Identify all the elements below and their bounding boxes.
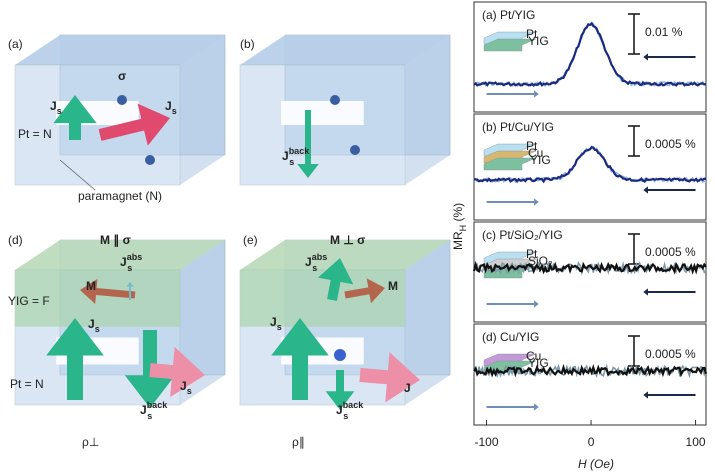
box-front-green [240, 270, 405, 327]
condition-label-base: M ⊥ σ [330, 233, 365, 247]
subplot-label: (a) Pt/YIG [482, 8, 535, 22]
js-label-base: J [165, 99, 172, 113]
caption: ρ∥ [292, 435, 305, 449]
layer-label-base: Pt = N [10, 377, 44, 391]
jback-label-base: J [282, 149, 289, 163]
js-label-base: J [180, 379, 187, 393]
jabs-label-base: J [120, 255, 127, 269]
sigma-label-base: σ [118, 69, 126, 83]
m-label: M [388, 279, 398, 293]
figure: (a)σJsJsPt = Nparamagnet (N)(b)Jbacks(d)… [0, 0, 715, 475]
scale-label: 0.01 % [645, 25, 683, 39]
jabs-label-sub: s [127, 263, 132, 273]
sweep-arrow [487, 198, 539, 205]
electron [117, 95, 127, 105]
jback-label-sub: s [289, 157, 294, 167]
sweep-arrow [487, 403, 539, 410]
sweep-arrow [643, 288, 695, 295]
sigma-label: σ [118, 69, 126, 83]
condition-label-base: M ∥ σ [100, 233, 131, 247]
sweep-arrow [487, 90, 539, 97]
electron [334, 349, 346, 361]
paramagnet-label-base: paramagnet (N) [78, 189, 162, 203]
sweep-arrow [643, 391, 695, 398]
electron [330, 95, 340, 105]
jback-label-base: J [140, 403, 147, 417]
m-label-base: M [86, 279, 96, 293]
layer-label: Pt = N [18, 127, 52, 141]
layer-label-base: Pt = N [18, 127, 52, 141]
js-label-sub: s [172, 106, 177, 116]
panel-label: (e) [243, 233, 258, 247]
js-label-base: J [50, 99, 57, 113]
jabs-label-sub: s [312, 263, 317, 273]
panel-label: (a) [8, 37, 23, 51]
layer-label-base: YIG = F [8, 294, 50, 308]
jabs-label-base: J [305, 255, 312, 269]
js-label-sub: s [57, 106, 62, 116]
subplot-label: (c) Pt/SiO₂/YIG [482, 228, 563, 242]
jabs-label-sup: abs [127, 252, 143, 262]
js-label-base: J [404, 381, 411, 395]
js-label-sub: s [95, 324, 100, 334]
jback-label: Jbacks [336, 400, 364, 421]
jback-label-sup: back [147, 400, 169, 410]
panel-label: (b) [240, 37, 255, 51]
inset-layer-label: YIG [530, 153, 551, 167]
condition-label: M ⊥ σ [330, 233, 365, 247]
panel-label: (d) [8, 233, 23, 247]
x-axis-label-base: H [578, 457, 587, 471]
layer-label: Pt = N [10, 377, 44, 391]
m-label-base: M [388, 279, 398, 293]
jback-label-base: J [336, 403, 343, 417]
scale-label: 0.0005 % [645, 245, 696, 259]
y-axis-label-rest: (%) [451, 203, 465, 225]
js-label-sub: s [187, 386, 192, 396]
x-axis-label: H (Oe) [578, 457, 614, 471]
subplot-label: (b) Pt/Cu/YIG [482, 120, 554, 134]
x-tick-label: -100 [475, 435, 499, 449]
scale-label: 0.0005 % [645, 137, 696, 151]
inset-layer-label: YIG [528, 34, 549, 48]
sweep-arrow [643, 186, 695, 193]
x-axis-label-rest: (Oe) [587, 457, 614, 471]
condition-label: M ∥ σ [100, 233, 131, 247]
jback-label-sub: s [147, 411, 152, 421]
jback-label-sub: s [343, 411, 348, 421]
jabs-label-sup: abs [312, 252, 328, 262]
js-label-base: J [88, 317, 95, 331]
subplot-label: (d) Cu/YIG [482, 330, 539, 344]
sweep-arrow [643, 53, 695, 60]
paramagnet-label: paramagnet (N) [78, 189, 162, 203]
layer-label: YIG = F [8, 294, 50, 308]
jback-label-sup: back [289, 146, 311, 156]
electron [350, 145, 360, 155]
y-axis-label: MRH (%) [451, 203, 468, 250]
js-label-sub: s [277, 322, 282, 332]
caption: ρ⊥ [82, 435, 99, 449]
y-axis-label-base: MR [451, 231, 465, 250]
js-label-base: J [270, 315, 277, 329]
x-tick-label: 0 [588, 435, 595, 449]
electron [145, 155, 155, 165]
sweep-arrow [487, 300, 539, 307]
jback-label-sup: back [343, 400, 365, 410]
box-window [281, 101, 364, 125]
js-label: J [404, 381, 411, 395]
scale-label: 0.0005 % [645, 347, 696, 361]
x-tick-label: 100 [686, 435, 706, 449]
m-label: M [86, 279, 96, 293]
